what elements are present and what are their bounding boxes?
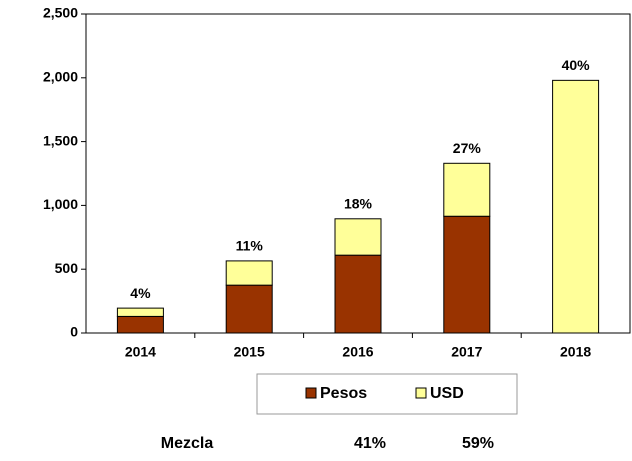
y-tick-label: 2,000	[43, 69, 78, 85]
legend-box	[256, 373, 518, 415]
legend-label: Pesos	[320, 385, 367, 402]
legend-swatch	[415, 387, 427, 399]
footer-label: Mezcla	[161, 435, 214, 452]
bar-segment	[225, 284, 273, 334]
x-tick-label: 2014	[125, 344, 156, 360]
y-tick-label: 0	[70, 324, 78, 340]
y-tick-label: 1,500	[43, 132, 78, 148]
footer-value: 59%	[462, 435, 494, 452]
bar-segment	[443, 162, 491, 217]
bar-label: 27%	[453, 140, 482, 156]
x-tick-label: 2015	[234, 344, 265, 360]
x-tick-label: 2016	[342, 344, 373, 360]
legend-label: USD	[430, 385, 464, 402]
x-tick-label: 2018	[560, 344, 591, 360]
bar-segment	[552, 79, 600, 334]
bar-label: 18%	[344, 196, 373, 212]
bar-segment	[443, 215, 491, 334]
legend-swatch	[305, 387, 317, 399]
x-tick-label: 2017	[451, 344, 482, 360]
bar-segment	[334, 218, 382, 256]
y-tick-label: 2,500	[43, 5, 78, 21]
bar-label: 40%	[562, 57, 591, 73]
bar-label: 11%	[236, 238, 264, 254]
bar-label: 4%	[130, 285, 151, 301]
bar-segment	[225, 260, 273, 286]
footer-value: 41%	[354, 435, 386, 452]
bar-segment	[116, 315, 164, 334]
y-tick-label: 1,000	[43, 196, 78, 212]
y-tick-label: 500	[55, 260, 79, 276]
bar-segment	[116, 307, 164, 317]
bar-segment	[334, 254, 382, 334]
